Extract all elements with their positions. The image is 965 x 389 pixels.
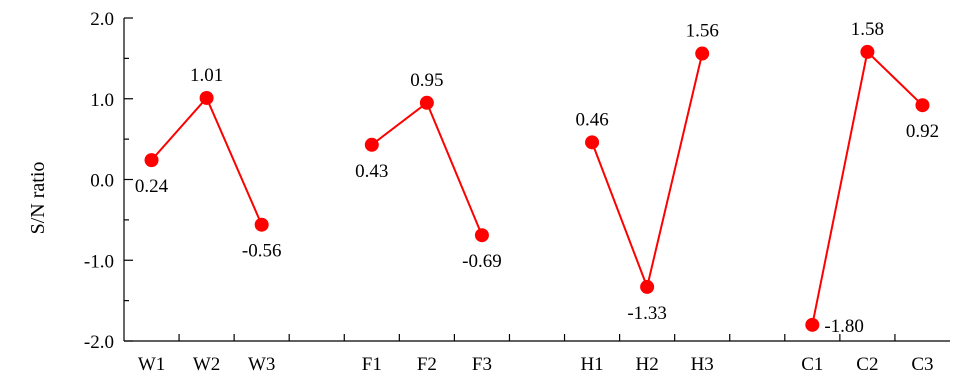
x-tick-label-w2: W2 <box>193 354 220 375</box>
axes: 2.0 1.0 0.0 -1.0 -2.0 <box>84 9 950 353</box>
data-label-f1: 0.43 <box>355 161 388 182</box>
x-tick-label-w3: W3 <box>248 354 275 375</box>
data-point-h2 <box>640 279 655 294</box>
data-label-h1: 0.46 <box>575 109 608 130</box>
data-labels: 0.24 1.01 -0.56 0.43 0.95 -0.69 0.46 -1.33 1.56 -… <box>135 19 939 337</box>
data-point-c2 <box>860 44 875 59</box>
data-point-h3 <box>695 46 710 61</box>
data-label-h3: 1.56 <box>686 21 719 42</box>
series-line-4 <box>811 49 924 326</box>
data-label-c2: 1.58 <box>851 19 884 40</box>
y-tick-label: 2.0 <box>90 9 114 30</box>
x-tick-label-f1: F1 <box>362 354 382 375</box>
data-point-f2 <box>419 95 434 110</box>
data-point-w3 <box>254 217 269 232</box>
data-point-c3 <box>915 98 930 113</box>
data-label-w2: 1.01 <box>190 65 223 86</box>
x-tick-label-c3: C3 <box>911 354 933 375</box>
y-axis-title: S/N ratio <box>27 162 49 235</box>
data-point-w2 <box>199 90 214 105</box>
x-tick-label-h1: H1 <box>580 354 603 375</box>
x-tick-labels: W1 W2 W3 F1 F2 F3 H1 H2 H3 C1 C2 C3 <box>138 354 934 375</box>
data-label-w3: -0.56 <box>242 241 282 262</box>
y-tick-label: -2.0 <box>84 332 114 353</box>
data-label-h2: -1.33 <box>627 303 667 324</box>
data-label-c3: 0.92 <box>906 121 939 142</box>
x-tick-label-f2: F2 <box>417 354 437 375</box>
x-tick-label-c1: C1 <box>801 354 823 375</box>
x-tick-label-f3: F3 <box>472 354 492 375</box>
x-tick-label-c2: C2 <box>856 354 878 375</box>
data-label-f3: -0.69 <box>462 251 502 272</box>
series-line-1 <box>150 96 263 226</box>
data-point-f1 <box>364 137 379 152</box>
data-points <box>144 44 930 332</box>
data-label-w1: 0.24 <box>135 176 169 197</box>
series-lines <box>150 49 924 326</box>
series-line-3 <box>591 53 704 291</box>
x-tick-label-w1: W1 <box>138 354 165 375</box>
data-point-f3 <box>474 228 489 243</box>
data-point-c1 <box>805 317 820 332</box>
y-tick-label: 0.0 <box>90 171 114 192</box>
data-label-c1: -1.80 <box>824 316 864 337</box>
data-point-w1 <box>144 153 159 168</box>
x-tick-label-h3: H3 <box>691 354 714 375</box>
y-tick-label: 1.0 <box>90 90 114 111</box>
data-point-h1 <box>585 135 600 150</box>
data-label-f2: 0.95 <box>410 70 443 91</box>
x-tick-label-h2: H2 <box>636 354 659 375</box>
y-tick-label: -1.0 <box>84 251 114 272</box>
